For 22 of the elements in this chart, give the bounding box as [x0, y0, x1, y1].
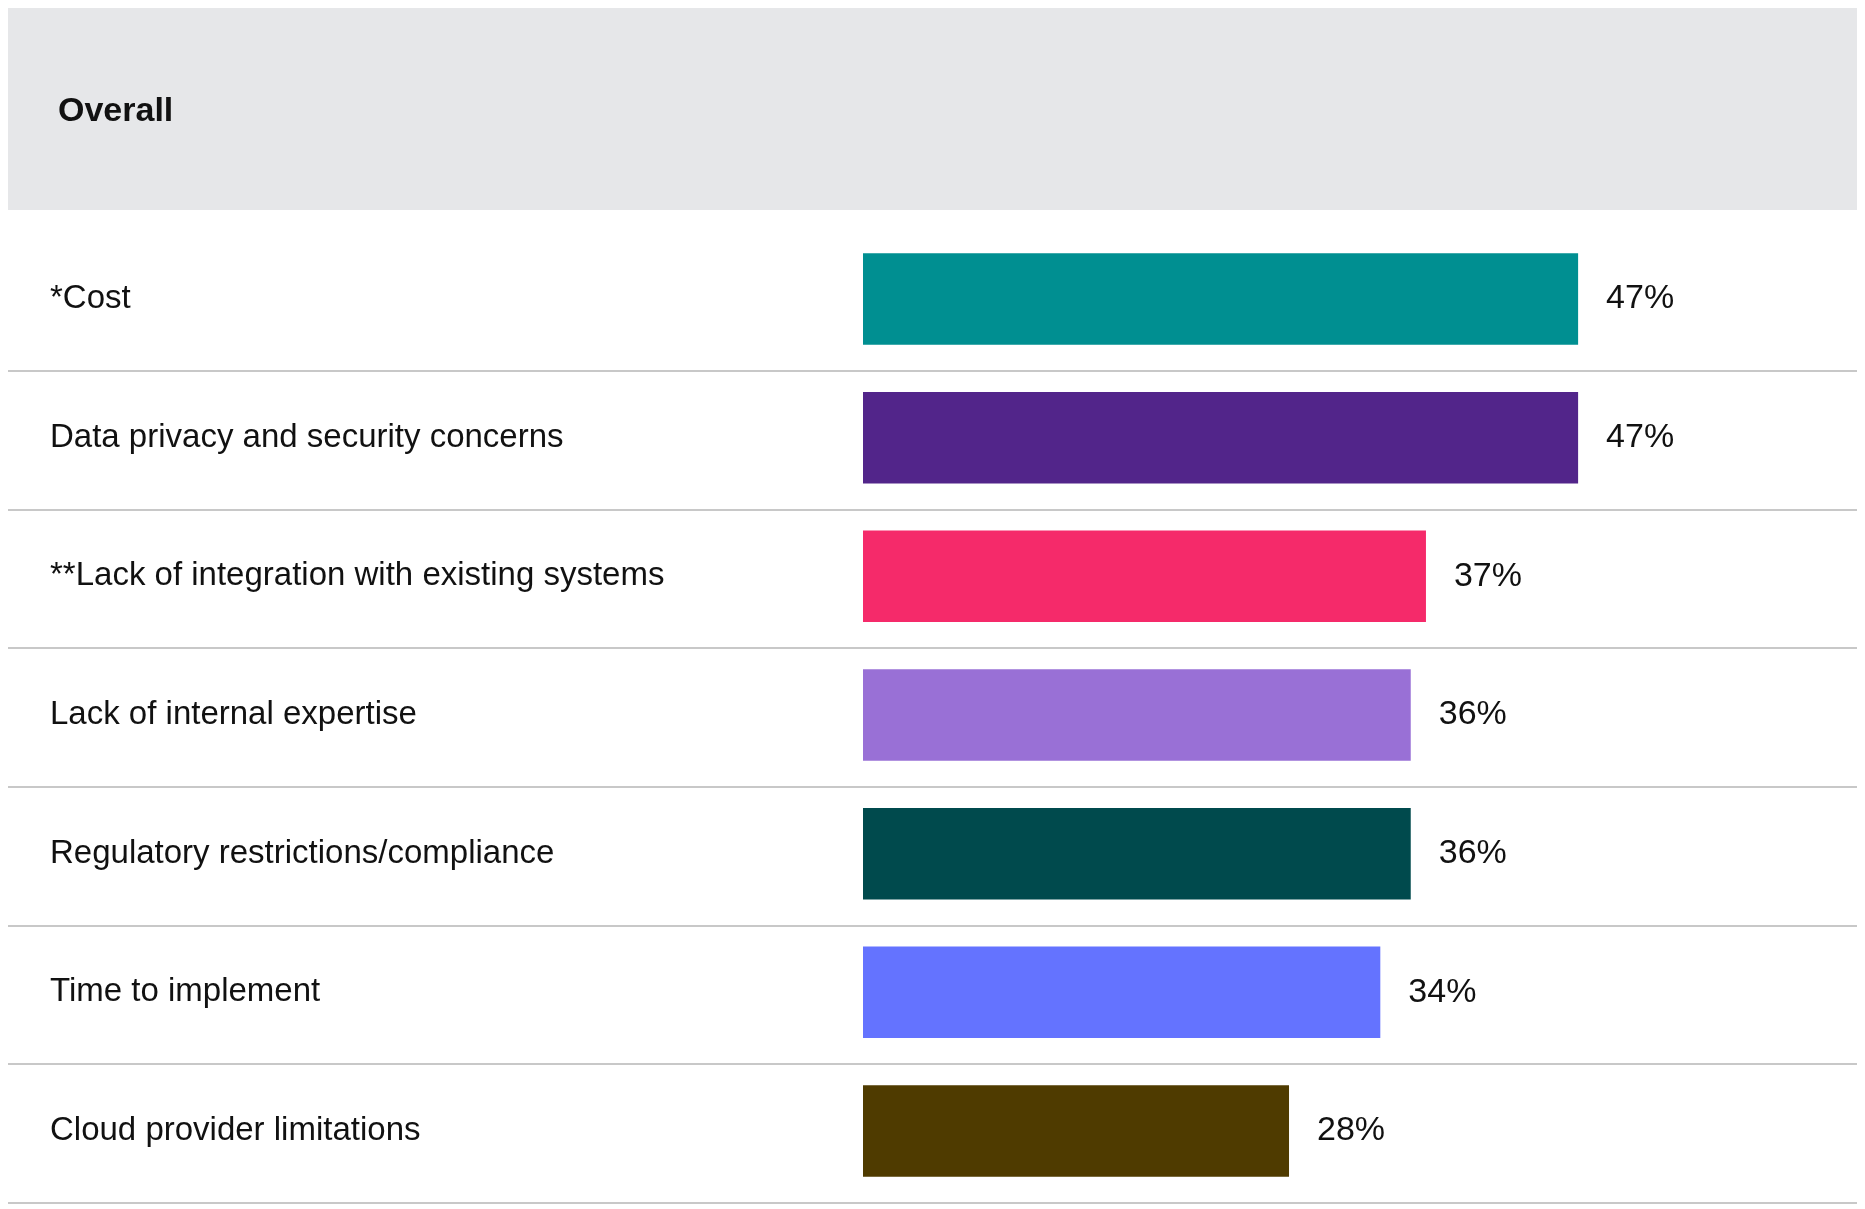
data-label: 47%	[1606, 277, 1675, 316]
y-tick-label: Regulatory restrictions/compliance	[50, 832, 555, 870]
data-label: 34%	[1408, 970, 1477, 1009]
data-label: 37%	[1453, 554, 1523, 593]
data-label: 28%	[1317, 1109, 1386, 1148]
bar	[863, 669, 1411, 761]
bar	[863, 807, 1411, 900]
bar	[863, 1085, 1290, 1177]
y-tick-label: Lack of internal expertise	[50, 694, 417, 732]
y-tick-label: Cloud provider limitations	[50, 1109, 421, 1147]
bar	[863, 253, 1579, 345]
bar	[863, 946, 1381, 1039]
y-tick-label: Time to implement	[50, 971, 321, 1009]
y-tick-label: Data privacy and security concerns	[50, 416, 564, 454]
bar	[863, 392, 1579, 484]
y-tick-label: **Lack of integration with existing systems	[50, 555, 665, 593]
text: Overall	[8, 8, 1857, 210]
data-label: 36%	[1438, 693, 1507, 732]
data-label: 36%	[1438, 832, 1507, 870]
data-label: 47%	[1606, 416, 1675, 455]
bar	[863, 530, 1426, 623]
y-tick-label: *Cost	[50, 278, 131, 316]
